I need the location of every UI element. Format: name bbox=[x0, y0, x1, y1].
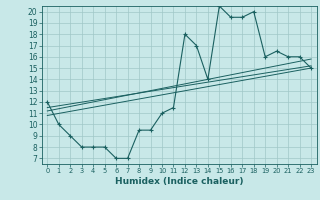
X-axis label: Humidex (Indice chaleur): Humidex (Indice chaleur) bbox=[115, 177, 244, 186]
